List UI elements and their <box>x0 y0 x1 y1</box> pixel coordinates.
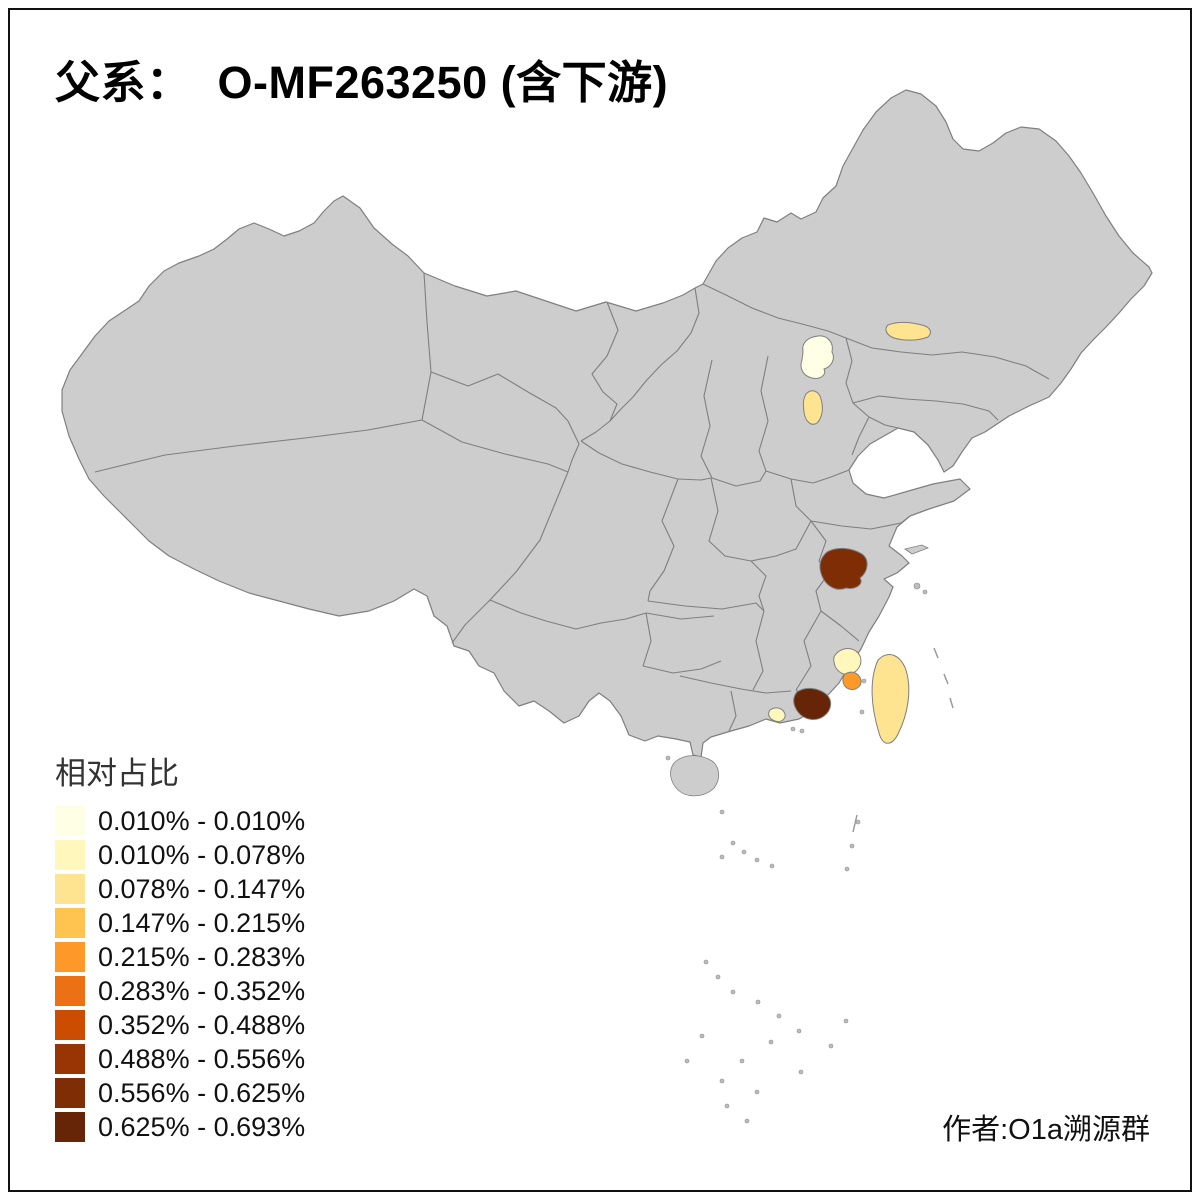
legend-label: 0.078% - 0.147% <box>98 874 306 904</box>
region-beijing <box>800 335 834 379</box>
legend-swatch <box>55 976 85 1006</box>
region-south-anhui <box>819 547 868 590</box>
hainan-island <box>670 755 720 797</box>
legend-label: 0.352% - 0.488% <box>98 1010 306 1040</box>
legend-label: 0.010% - 0.010% <box>98 806 306 836</box>
legend-item: 0.352% - 0.488% <box>55 1010 305 1040</box>
legend-item: 0.283% - 0.352% <box>55 976 305 1006</box>
legend-item: 0.010% - 0.078% <box>55 840 305 870</box>
legend-swatch <box>55 1010 85 1040</box>
province-borders-west <box>94 272 580 644</box>
region-tianjin <box>802 390 823 425</box>
author-credit: 作者:O1a溯源群 <box>942 1114 1150 1146</box>
legend-item: 0.147% - 0.215% <box>55 908 305 938</box>
region-west-guangdong-spot <box>768 707 786 722</box>
province-borders-southwest <box>489 478 722 674</box>
legend: 相对占比 0.010% - 0.010% 0.010% - 0.078% 0.0… <box>55 748 305 1146</box>
legend-label: 0.147% - 0.215% <box>98 908 306 938</box>
sea-dash-marks <box>852 647 954 833</box>
legend-swatch <box>55 806 85 836</box>
legend-swatch <box>55 1044 85 1074</box>
legend-label: 0.010% - 0.078% <box>98 840 306 870</box>
legend-swatch <box>55 874 85 904</box>
legend-items: 0.010% - 0.010% 0.010% - 0.078% 0.078% -… <box>55 806 305 1142</box>
chongming-island <box>904 544 929 555</box>
legend-swatch <box>55 1112 85 1142</box>
legend-label: 0.556% - 0.625% <box>98 1078 306 1108</box>
legend-item: 0.010% - 0.010% <box>55 806 305 836</box>
legend-swatch <box>55 840 85 870</box>
region-liaoning-west <box>885 321 931 341</box>
legend-swatch <box>55 1078 85 1108</box>
coastal-islets <box>665 582 928 761</box>
south-china-sea-islands <box>684 647 954 1124</box>
legend-item: 0.625% - 0.693% <box>55 1112 305 1142</box>
region-taiwan <box>871 654 910 744</box>
legend-label: 0.488% - 0.556% <box>98 1044 306 1074</box>
legend-label: 0.625% - 0.693% <box>98 1112 306 1142</box>
legend-item: 0.488% - 0.556% <box>55 1044 305 1074</box>
legend-item: 0.078% - 0.147% <box>55 874 305 904</box>
province-borders-northeast <box>580 283 1050 481</box>
legend-item: 0.556% - 0.625% <box>55 1078 305 1108</box>
page-title: 父系： O-MF263250 (含下游) <box>55 57 669 108</box>
legend-label: 0.215% - 0.283% <box>98 942 306 972</box>
legend-swatch <box>55 908 85 938</box>
region-fujian-coast <box>833 648 862 675</box>
legend-swatch <box>55 942 85 972</box>
region-xiamen-area <box>842 671 862 690</box>
legend-label: 0.283% - 0.352% <box>98 976 306 1006</box>
legend-item: 0.215% - 0.283% <box>55 942 305 972</box>
region-chaoshan <box>793 687 832 720</box>
legend-title: 相对占比 <box>55 756 179 791</box>
